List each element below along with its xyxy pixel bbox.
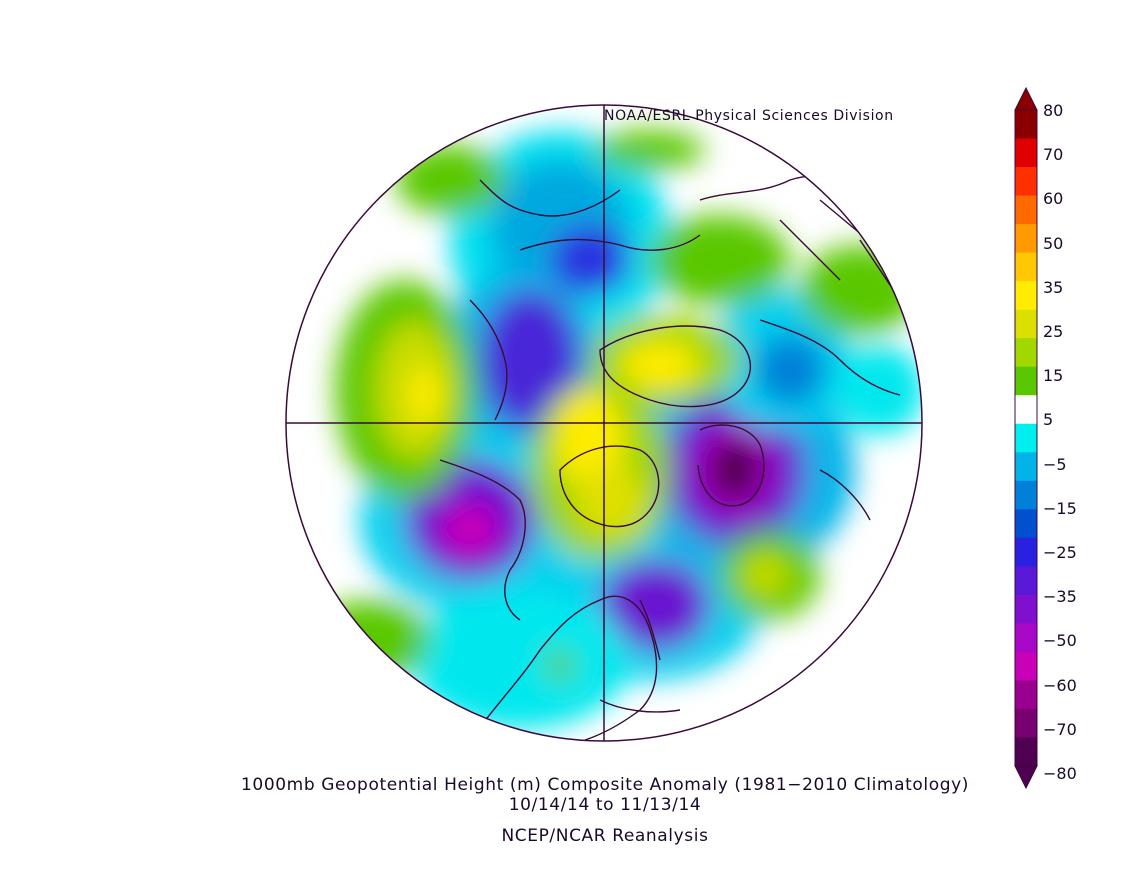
colorbar-swatch xyxy=(1015,708,1037,738)
colorbar-tick-label: −50 xyxy=(1043,631,1077,651)
colorbar-tick-label: −70 xyxy=(1043,719,1077,739)
colorbar-tick-label: −15 xyxy=(1043,498,1077,518)
colorbar-tick-label: 15 xyxy=(1043,366,1064,386)
colorbar-swatch xyxy=(1015,309,1037,339)
colorbar-swatch xyxy=(1015,366,1037,396)
caption-date-range: 10/14/14 to 11/13/14 xyxy=(508,795,702,815)
colorbar-tick-label: 25 xyxy=(1043,322,1064,341)
colorbar-swatch xyxy=(1015,452,1037,482)
colorbar-tick-label: −25 xyxy=(1043,543,1077,562)
colorbar-swatch xyxy=(1015,537,1037,567)
colorbar-swatch xyxy=(1015,509,1037,539)
caption-title: 1000mb Geopotential Height (m) Composite… xyxy=(241,775,969,795)
colorbar-swatch xyxy=(1015,167,1037,197)
colorbar-tick-label: −5 xyxy=(1043,454,1067,474)
colorbar-swatch xyxy=(1015,110,1037,140)
colorbar-tick-label: 60 xyxy=(1043,189,1064,209)
colorbar-tick-label: 5 xyxy=(1043,410,1054,430)
colorbar-swatch xyxy=(1015,680,1037,710)
colorbar-swatch xyxy=(1015,651,1037,681)
colorbar-tick-label: 80 xyxy=(1043,101,1064,120)
colorbar-swatch xyxy=(1015,737,1037,767)
colorbar-swatch xyxy=(1015,566,1037,596)
caption-source: NCEP/NCAR Reanalysis xyxy=(501,826,709,846)
colorbar-tick-label: 35 xyxy=(1043,277,1064,297)
map-border xyxy=(285,104,923,742)
colorbar-frame xyxy=(1014,109,1038,767)
colorbar-swatch xyxy=(1015,281,1037,311)
colorbar-swatch xyxy=(1015,594,1037,624)
colorbar-swatch xyxy=(1015,423,1037,453)
colorbar-max-arrow xyxy=(1014,86,1038,111)
colorbar-swatch xyxy=(1015,395,1037,425)
colorbar-tick-label: −35 xyxy=(1043,587,1077,607)
colorbar-swatch xyxy=(1015,138,1037,168)
colorbar-tick-label: 50 xyxy=(1043,233,1064,253)
colorbar xyxy=(1014,86,1038,790)
colorbar-tick-label: −80 xyxy=(1043,764,1077,783)
colorbar-swatch xyxy=(1015,224,1037,254)
colorbar-swatch xyxy=(1015,480,1037,510)
colorbar-swatch xyxy=(1015,338,1037,368)
colorbar-tick-label: −60 xyxy=(1043,675,1077,695)
colorbar-swatch xyxy=(1015,195,1037,225)
colorbar-tick-label: 70 xyxy=(1043,145,1064,165)
colorbar-swatch xyxy=(1015,623,1037,653)
credit-label: NOAA/ESRL Physical Sciences Division xyxy=(604,108,894,124)
colorbar-swatch xyxy=(1015,252,1037,282)
